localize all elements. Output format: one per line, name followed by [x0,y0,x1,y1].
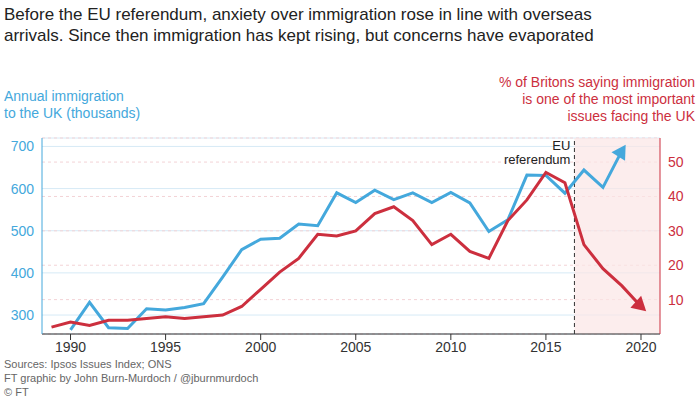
svg-text:30: 30 [668,223,684,239]
svg-text:40: 40 [668,188,684,204]
svg-text:2005: 2005 [340,339,371,355]
svg-text:2015: 2015 [530,339,561,355]
svg-text:2020: 2020 [625,339,656,355]
svg-text:600: 600 [11,181,35,197]
svg-text:2010: 2010 [435,339,466,355]
svg-text:1990: 1990 [55,339,86,355]
html-text:Annual immigration to the UK (: Annual immigration to the UK (thousands) [4,88,141,121]
svg-text:300: 300 [11,307,35,323]
svg-text:referendum: referendum [504,152,570,167]
svg-text:EU: EU [552,138,570,153]
svg-text:20: 20 [668,257,684,273]
svg-text:500: 500 [11,223,35,239]
html-text:Sources: Ipsos Issues Index; O: Sources: Ipsos Issues Index; ONS FT grap… [4,358,259,398]
svg-text:1995: 1995 [150,339,181,355]
svg-text:2000: 2000 [245,339,276,355]
svg-text:700: 700 [11,138,35,154]
svg-text:10: 10 [668,292,684,308]
svg-text:400: 400 [11,265,35,281]
html-text:% of Britons saying immigratio: % of Britons saying immigration is one o… [498,74,695,124]
html-text:Before the EU referendum, anxi: Before the EU referendum, anxiety over i… [4,5,594,45]
svg-text:50: 50 [668,154,684,170]
